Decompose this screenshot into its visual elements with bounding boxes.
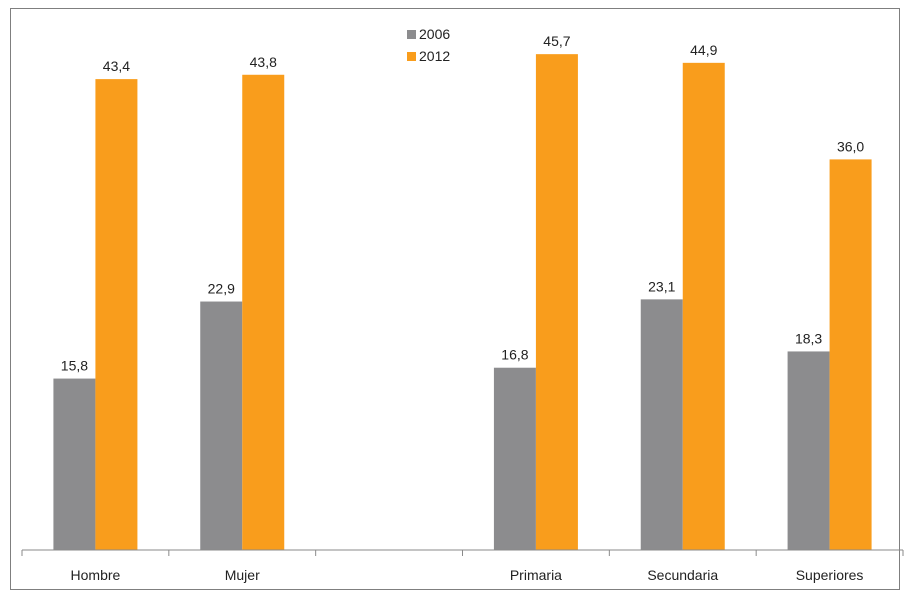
bar-2006-superiores <box>787 351 830 550</box>
value-label-2012-primaria: 45,7 <box>543 33 570 49</box>
value-label-2012-secundaria: 44,9 <box>690 42 717 58</box>
x-tick-label-superiores: Superiores <box>796 567 864 583</box>
x-tick-label-secundaria: Secundaria <box>647 567 718 583</box>
bar-2012-hombre <box>95 79 138 551</box>
value-labels-group: 15,8 43,4 22,9 43,8 16,8 45,7 23,1 44,9 18,3 36,0 <box>61 33 865 373</box>
legend-label-2012: 2012 <box>419 48 450 64</box>
x-tick-label-primaria: Primaria <box>510 567 562 583</box>
bar-2006-hombre <box>53 378 96 550</box>
bar-2012-primaria <box>535 54 578 550</box>
value-label-2006-superiores: 18,3 <box>795 330 822 346</box>
legend-swatch-2012 <box>407 52 416 61</box>
value-label-2012-mujer: 43,8 <box>250 54 277 70</box>
value-label-2012-hombre: 43,4 <box>103 58 130 74</box>
value-label-2006-hombre: 15,8 <box>61 358 88 374</box>
chart-frame <box>10 8 900 590</box>
bar-2006-secundaria <box>640 299 683 550</box>
legend-swatch-2006 <box>407 30 416 39</box>
bar-2012-mujer <box>242 74 285 551</box>
value-label-2006-mujer: 22,9 <box>208 281 235 297</box>
value-label-2012-superiores: 36,0 <box>837 138 864 154</box>
legend: 2006 2012 <box>407 26 450 64</box>
bar-2006-mujer <box>200 301 243 550</box>
bar-2012-secundaria <box>682 62 725 551</box>
legend-label-2006: 2006 <box>419 26 450 42</box>
value-label-2006-secundaria: 23,1 <box>648 278 675 294</box>
x-tick-label-mujer: Mujer <box>225 567 260 583</box>
bars-group <box>53 54 872 551</box>
x-tick-label-hombre: Hombre <box>71 567 121 583</box>
x-axis: Hombre Mujer Primaria Secundaria Superiores <box>21 549 904 583</box>
value-label-2006-primaria: 16,8 <box>501 347 528 363</box>
bar-2012-superiores <box>829 159 872 550</box>
bar-2006-primaria <box>493 367 536 550</box>
